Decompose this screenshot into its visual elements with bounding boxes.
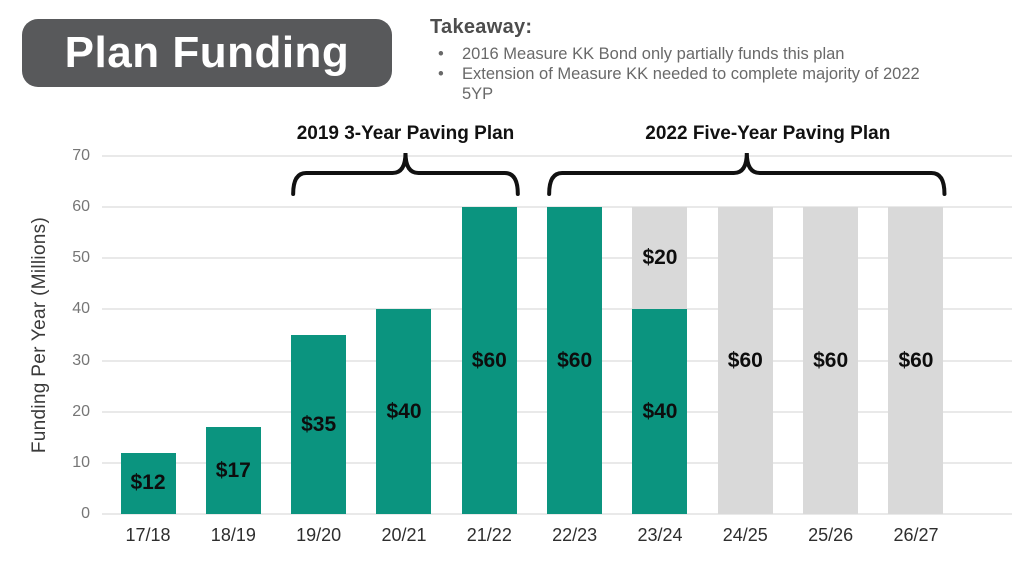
brace-1 bbox=[291, 152, 520, 196]
x-tick-label-22-23: 22/23 bbox=[552, 525, 598, 545]
x-tick-label-18-19: 18/19 bbox=[210, 525, 256, 545]
y-tick-label-50: 50 bbox=[72, 249, 90, 267]
slide-title: Plan Funding bbox=[64, 28, 350, 77]
takeaway-list: 2016 Measure KK Bond only partially fund… bbox=[430, 44, 935, 104]
y-tick-label-40: 40 bbox=[72, 300, 90, 318]
bar-value-label-20-21-funded-teal: $40 bbox=[386, 399, 422, 423]
bar-20-21-funded-teal bbox=[376, 309, 432, 514]
y-tick-label-10: 10 bbox=[72, 453, 90, 471]
y-tick-label-70: 70 bbox=[72, 147, 90, 164]
bar-22-23-funded-teal bbox=[547, 207, 603, 514]
bracket-label-2: 2022 Five-Year Paving Plan bbox=[645, 123, 891, 144]
bar-value-label-25-26-unfunded-gray: $60 bbox=[813, 348, 849, 372]
x-tick-label-20-21: 20/21 bbox=[381, 525, 427, 545]
brace-2 bbox=[547, 152, 947, 196]
takeaway-bullet-1: 2016 Measure KK Bond only partially fund… bbox=[430, 44, 935, 64]
x-tick-label-21-22: 21/22 bbox=[466, 525, 512, 545]
x-tick-label-26-27: 26/27 bbox=[893, 525, 939, 545]
takeaway-section: Takeaway: 2016 Measure KK Bond only part… bbox=[430, 16, 1000, 104]
bar-value-label-23-24-unfunded-gray: $20 bbox=[642, 246, 678, 270]
y-tick-label-60: 60 bbox=[72, 198, 90, 216]
bar-24-25-unfunded-gray bbox=[717, 207, 773, 514]
bar-value-label-19-20-funded-teal: $35 bbox=[301, 412, 337, 436]
y-tick-label-30: 30 bbox=[72, 351, 90, 369]
bar-value-label-22-23-funded-teal: $60 bbox=[557, 348, 593, 372]
bar-value-label-17-18-funded-teal: $12 bbox=[130, 471, 166, 495]
bar-19-20-funded-teal bbox=[291, 335, 347, 514]
bar-value-label-23-24-funded-teal: $40 bbox=[642, 399, 678, 423]
y-tick-label-20: 20 bbox=[72, 402, 90, 420]
bar-26-27-unfunded-gray bbox=[888, 207, 944, 514]
bar-18-19-funded-teal bbox=[205, 427, 261, 514]
x-tick-label-17-18: 17/18 bbox=[125, 525, 171, 545]
gridline-0 bbox=[102, 513, 1012, 515]
bar-25-26-unfunded-gray bbox=[803, 207, 859, 514]
bar-value-label-21-22-funded-teal: $60 bbox=[471, 348, 507, 372]
takeaway-heading: Takeaway: bbox=[430, 16, 533, 38]
bar-value-label-24-25-unfunded-gray: $60 bbox=[727, 348, 763, 372]
x-tick-label-19-20: 19/20 bbox=[296, 525, 342, 545]
bar-23-24-funded-teal bbox=[632, 309, 688, 514]
slide-title-box: Plan Funding bbox=[22, 19, 392, 87]
x-tick-label-23-24: 23/24 bbox=[637, 525, 683, 545]
x-tick-label-25-26: 25/26 bbox=[808, 525, 854, 545]
bar-value-label-18-19-funded-teal: $17 bbox=[215, 458, 251, 482]
bar-value-label-26-27-unfunded-gray: $60 bbox=[898, 348, 934, 372]
gridline-70 bbox=[102, 155, 1012, 157]
bar-17-18-funded-teal bbox=[120, 452, 176, 514]
bracket-label-1: 2019 3-Year Paving Plan bbox=[296, 123, 515, 144]
takeaway-bullet-2: Extension of Measure KK needed to comple… bbox=[430, 64, 935, 104]
y-tick-label-0: 0 bbox=[81, 505, 90, 522]
bar-23-24-unfunded-gray bbox=[632, 207, 688, 310]
bar-21-22-funded-teal bbox=[461, 207, 517, 514]
x-tick-label-24-25: 24/25 bbox=[722, 525, 768, 545]
